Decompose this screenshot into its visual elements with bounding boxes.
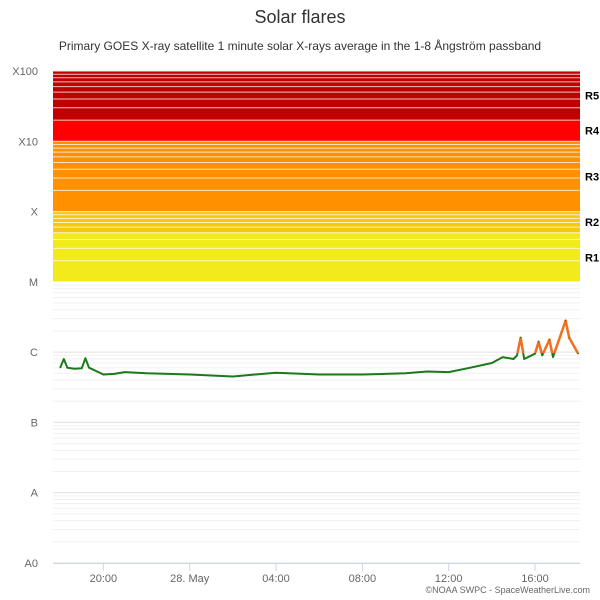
data-point <box>124 371 126 373</box>
band-r1 <box>53 232 580 282</box>
data-point <box>84 357 86 359</box>
data-point <box>512 358 515 360</box>
chart-title: Solar flares <box>254 7 346 27</box>
data-point <box>404 372 407 374</box>
data-point <box>318 373 320 376</box>
data-point <box>448 371 450 373</box>
data-point <box>81 367 83 369</box>
data-point <box>232 375 234 378</box>
data-point <box>59 367 61 369</box>
x-tick-label: 16:00 <box>521 573 549 585</box>
band-label-r4: R4 <box>585 126 600 138</box>
data-point <box>88 367 90 369</box>
band-r5 <box>53 71 580 121</box>
flare-bands: R1 R2 R3 R4 R5 <box>53 71 600 282</box>
data-point <box>548 339 551 341</box>
data-point <box>491 362 493 364</box>
flux-line-highlight <box>519 336 525 354</box>
flux-line-highlight <box>537 340 543 354</box>
data-point <box>541 354 543 356</box>
data-point <box>538 341 540 343</box>
flux-line-highlight <box>553 319 567 354</box>
y-tick-label: A0 <box>25 558 38 570</box>
band-r3 <box>53 141 580 212</box>
y-tick-label: B <box>31 417 38 429</box>
flux-line-highlight <box>567 336 579 354</box>
data-point <box>63 358 65 360</box>
data-point <box>73 368 76 370</box>
data-point <box>568 337 570 339</box>
data-point <box>469 367 471 369</box>
data-point <box>189 373 191 376</box>
y-tick-label: X100 <box>12 66 38 78</box>
data-point <box>565 320 567 322</box>
x-tick-label: 12:00 <box>435 573 463 585</box>
band-label-r3: R3 <box>585 171 599 183</box>
x-tick-label: 08:00 <box>349 573 377 585</box>
flux-line-highlight <box>548 338 554 354</box>
series-group <box>59 319 580 378</box>
x-tick-label: 28. May <box>170 573 210 585</box>
y-tick-label: X <box>31 207 39 219</box>
data-point <box>534 353 536 355</box>
data-point <box>577 353 579 355</box>
data-point <box>66 367 68 369</box>
x-tick-label: 04:00 <box>262 573 290 585</box>
x-axis: 20:00 28. May 04:00 08:00 12:00 16:00 <box>53 563 580 585</box>
y-tick-label: A <box>31 488 39 500</box>
grid-lines <box>53 70 580 564</box>
x-tick-label: 20:00 <box>90 573 118 585</box>
data-point <box>275 372 277 374</box>
y-tick-label: C <box>30 347 38 359</box>
data-point <box>552 356 554 358</box>
chart-subtitle: Primary GOES X-ray satellite 1 minute so… <box>58 39 542 53</box>
flux-line-highlight <box>564 319 571 340</box>
data-point <box>502 356 504 358</box>
data-point <box>145 372 148 374</box>
data-point <box>102 373 104 376</box>
flux-line-highlight <box>542 338 551 354</box>
y-tick-label: X10 <box>18 136 38 148</box>
band-label-r2: R2 <box>585 217 599 229</box>
data-point <box>113 373 115 375</box>
data-point <box>520 337 522 339</box>
data-point <box>361 373 363 376</box>
data-point <box>523 358 525 360</box>
y-axis: X100 X10 X M C B A A0 <box>12 66 38 570</box>
credits: ©NOAA SWPC - SpaceWeatherLive.com <box>425 585 590 595</box>
band-r4 <box>53 120 580 142</box>
data-point <box>516 354 518 356</box>
y-tick-label: M <box>29 277 38 289</box>
band-label-r5: R5 <box>585 91 599 103</box>
band-label-r1: R1 <box>585 252 599 264</box>
data-point <box>426 370 428 373</box>
